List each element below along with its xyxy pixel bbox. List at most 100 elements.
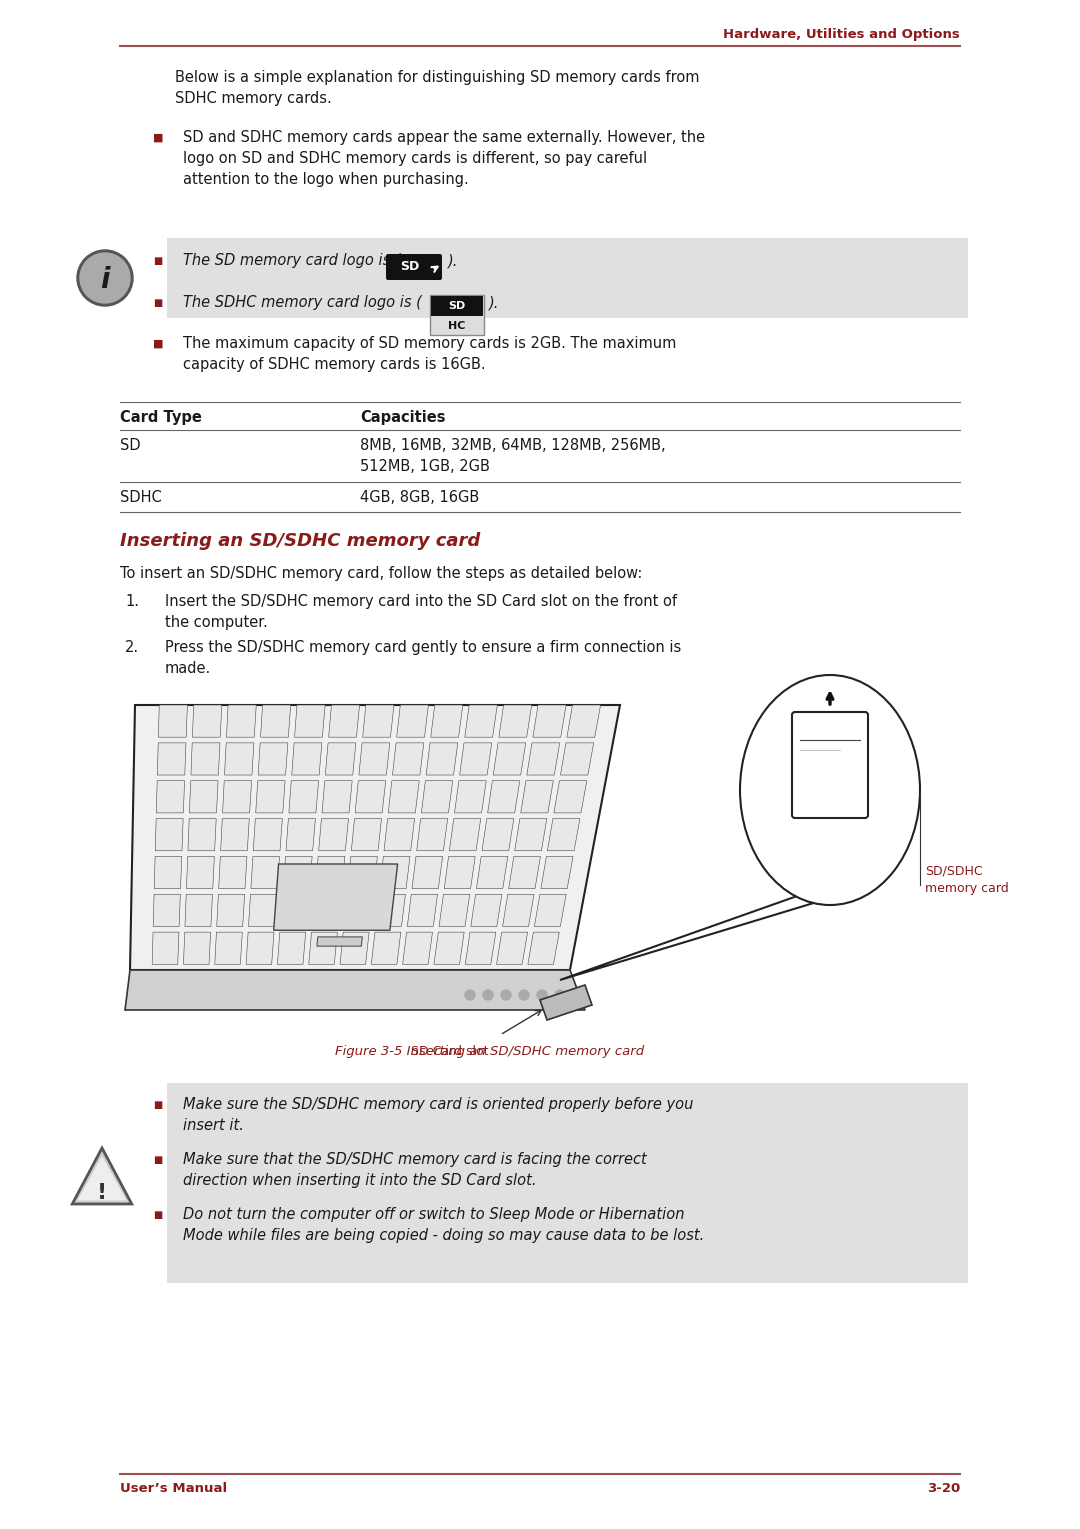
Polygon shape: [541, 856, 573, 888]
Polygon shape: [215, 933, 242, 965]
Polygon shape: [499, 705, 531, 737]
Text: 8MB, 16MB, 32MB, 64MB, 128MB, 256MB,
512MB, 1GB, 2GB: 8MB, 16MB, 32MB, 64MB, 128MB, 256MB, 512…: [360, 437, 665, 474]
Circle shape: [519, 989, 529, 1000]
Polygon shape: [497, 933, 528, 965]
Polygon shape: [455, 781, 486, 813]
Text: !: !: [97, 1183, 107, 1203]
Text: The maximum capacity of SD memory cards is 2GB. The maximum
capacity of SDHC mem: The maximum capacity of SD memory cards …: [183, 336, 676, 372]
Text: ■: ■: [153, 1154, 162, 1165]
Text: SD Card slot: SD Card slot: [411, 1044, 489, 1058]
Polygon shape: [464, 705, 497, 737]
Text: ■: ■: [153, 339, 163, 349]
Text: Make sure the SD/SDHC memory card is oriented properly before you
insert it.: Make sure the SD/SDHC memory card is ori…: [183, 1096, 693, 1133]
Polygon shape: [220, 818, 249, 850]
Polygon shape: [125, 969, 585, 1011]
Polygon shape: [521, 781, 553, 813]
Text: Capacities: Capacities: [360, 410, 446, 425]
Polygon shape: [417, 818, 448, 850]
Polygon shape: [465, 933, 496, 965]
Text: i: i: [100, 266, 110, 294]
Polygon shape: [246, 933, 274, 965]
Polygon shape: [153, 894, 180, 927]
Text: ■: ■: [153, 1209, 162, 1220]
Polygon shape: [561, 894, 840, 980]
Polygon shape: [392, 743, 423, 775]
Polygon shape: [515, 818, 546, 850]
Polygon shape: [156, 818, 184, 850]
Circle shape: [80, 252, 130, 303]
Text: Inserting an SD/SDHC memory card: Inserting an SD/SDHC memory card: [120, 532, 481, 550]
Polygon shape: [384, 818, 415, 850]
Polygon shape: [328, 705, 360, 737]
Polygon shape: [157, 781, 185, 813]
Text: Hardware, Utilities and Options: Hardware, Utilities and Options: [724, 28, 960, 41]
Text: ■: ■: [153, 1099, 162, 1110]
Polygon shape: [548, 818, 580, 850]
Text: ■: ■: [153, 298, 162, 307]
Ellipse shape: [740, 674, 920, 905]
Polygon shape: [396, 705, 429, 737]
Polygon shape: [225, 743, 254, 775]
Circle shape: [501, 989, 511, 1000]
Polygon shape: [444, 856, 475, 888]
Polygon shape: [218, 856, 247, 888]
Polygon shape: [527, 743, 559, 775]
Circle shape: [555, 989, 565, 1000]
Polygon shape: [185, 894, 213, 927]
Polygon shape: [388, 781, 419, 813]
Polygon shape: [295, 705, 325, 737]
Polygon shape: [407, 894, 437, 927]
Text: Press the SD/SDHC memory card gently to ensure a firm connection is
made.: Press the SD/SDHC memory card gently to …: [165, 641, 681, 676]
Polygon shape: [488, 781, 519, 813]
Polygon shape: [482, 818, 514, 850]
Polygon shape: [154, 856, 181, 888]
Text: ■: ■: [153, 255, 162, 266]
Polygon shape: [322, 781, 352, 813]
Polygon shape: [471, 894, 502, 927]
Polygon shape: [78, 1156, 126, 1200]
Text: Do not turn the computer off or switch to Sleep Mode or Hibernation
Mode while f: Do not turn the computer off or switch t…: [183, 1206, 704, 1243]
Polygon shape: [319, 818, 349, 850]
Polygon shape: [251, 856, 280, 888]
Polygon shape: [421, 781, 453, 813]
Polygon shape: [130, 705, 620, 969]
Polygon shape: [227, 705, 256, 737]
Polygon shape: [152, 933, 179, 965]
FancyBboxPatch shape: [431, 297, 483, 317]
Polygon shape: [260, 705, 291, 737]
Polygon shape: [540, 985, 592, 1020]
Polygon shape: [343, 894, 374, 927]
Polygon shape: [440, 894, 470, 927]
Polygon shape: [348, 856, 377, 888]
Circle shape: [77, 251, 133, 306]
Polygon shape: [355, 781, 386, 813]
Text: ).: ).: [448, 252, 458, 268]
Polygon shape: [188, 818, 216, 850]
Text: SD: SD: [401, 260, 420, 274]
Polygon shape: [431, 705, 463, 737]
Polygon shape: [372, 933, 401, 965]
Polygon shape: [567, 705, 600, 737]
Polygon shape: [426, 743, 458, 775]
Polygon shape: [411, 856, 443, 888]
Polygon shape: [554, 781, 586, 813]
Polygon shape: [532, 705, 566, 737]
Text: HC: HC: [448, 321, 465, 330]
Text: ).: ).: [489, 295, 499, 310]
Text: 2.: 2.: [125, 641, 139, 654]
Circle shape: [465, 989, 475, 1000]
FancyBboxPatch shape: [430, 295, 484, 335]
Polygon shape: [159, 705, 188, 737]
Text: 1.: 1.: [125, 593, 139, 609]
Text: To insert an SD/SDHC memory card, follow the steps as detailed below:: To insert an SD/SDHC memory card, follow…: [120, 566, 643, 581]
Polygon shape: [363, 705, 394, 737]
Text: SDHC: SDHC: [120, 489, 162, 505]
Polygon shape: [254, 818, 282, 850]
Text: SD: SD: [120, 437, 140, 453]
FancyBboxPatch shape: [386, 254, 442, 280]
Polygon shape: [273, 864, 397, 930]
Polygon shape: [278, 933, 306, 965]
Text: Insert the SD/SDHC memory card into the SD Card slot on the front of
the compute: Insert the SD/SDHC memory card into the …: [165, 593, 677, 630]
Text: Figure 3-5 Inserting an SD/SDHC memory card: Figure 3-5 Inserting an SD/SDHC memory c…: [336, 1044, 645, 1058]
Polygon shape: [184, 933, 211, 965]
